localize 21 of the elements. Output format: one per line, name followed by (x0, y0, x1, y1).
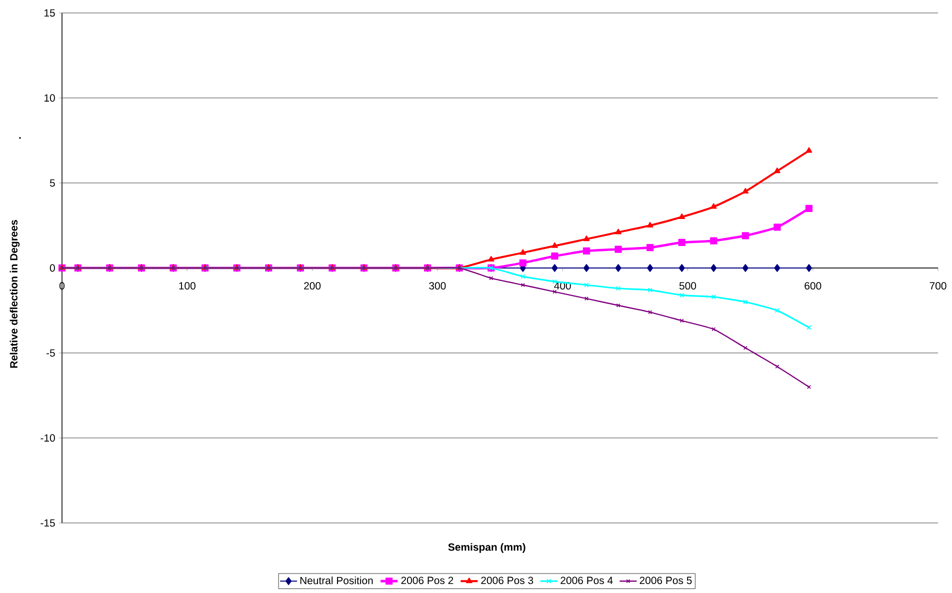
legend-label: Neutral Position (300, 576, 373, 584)
x-tick-label: 600 (804, 282, 822, 290)
y-tick-label: 15 (44, 9, 55, 17)
y-tick-label: 5 (50, 179, 55, 187)
legend-label: 2006 Pos 2 (401, 576, 454, 584)
y-axis-title: Relative deflection in Degrees (10, 220, 20, 368)
x-tick-label: 700 (930, 282, 946, 290)
y-tick-label: -15 (40, 519, 55, 527)
text: . (19, 137, 21, 139)
x-tick-label: 300 (429, 282, 446, 290)
legend-label: 2006 Pos 3 (481, 576, 534, 584)
y-tick-label: -10 (40, 434, 55, 442)
x-tick-label: 100 (179, 282, 196, 290)
y-tick-label: -5 (46, 349, 55, 357)
x-axis-title: Semispan (mm) (448, 543, 526, 553)
legend-label: 2006 Pos 5 (640, 576, 692, 584)
y-tick-label: 10 (44, 94, 55, 102)
y-tick-label: 0 (50, 264, 55, 272)
legend-label: 2006 Pos 4 (560, 576, 613, 584)
x-tick-label: 500 (679, 282, 696, 290)
x-tick-label: 200 (304, 282, 321, 290)
